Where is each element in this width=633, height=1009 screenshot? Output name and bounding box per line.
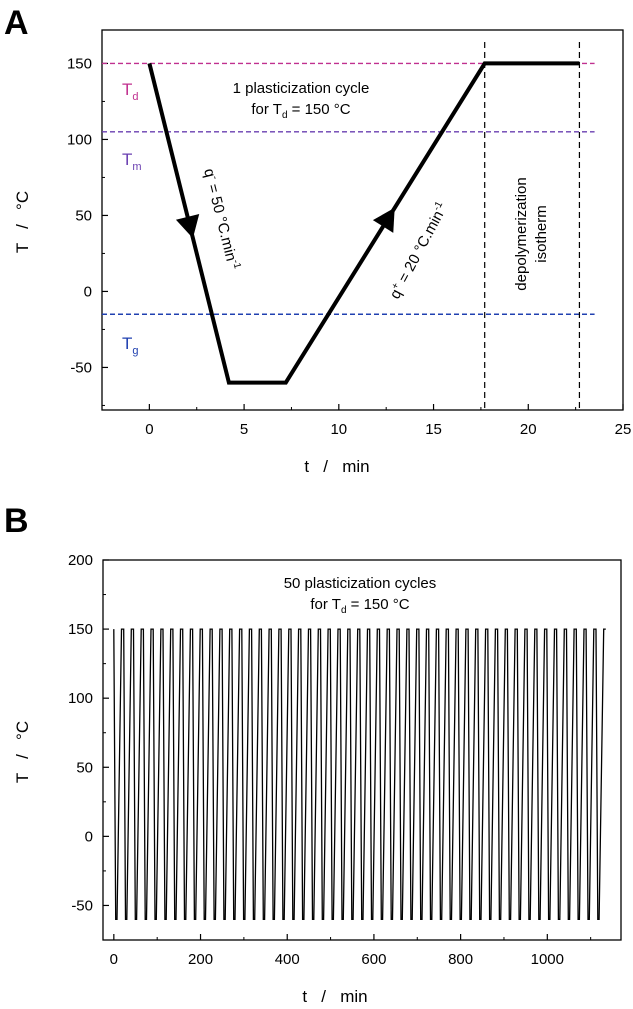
cooling-rate-label: q- = 50 °C.min-1 — [200, 167, 243, 272]
panel-a-x-tick-label: 0 — [145, 421, 153, 438]
panel-b-x-tick-label: 600 — [361, 951, 386, 968]
panel-b-x-tick-label: 200 — [188, 951, 213, 968]
panel-b-y-tick-label: 100 — [68, 690, 93, 707]
isotherm-label-line2: isotherm — [533, 205, 550, 263]
panel-b-x-tick-label: 800 — [448, 951, 473, 968]
panel-b-x-tick-label: 400 — [275, 951, 300, 968]
panel-b-x-tick-label: 1000 — [531, 951, 564, 968]
panel-b-x-axis-title: t / min — [302, 987, 367, 1006]
panel-b-y-tick-label: 0 — [85, 828, 93, 845]
panel-b-annotation-line1: 50 plasticization cycles — [284, 575, 437, 592]
heating-arrow — [372, 207, 395, 233]
panel-a-x-tick-label: 15 — [425, 421, 442, 438]
panel-b-temperature-trace — [113, 628, 606, 920]
tm-label: Tm — [122, 150, 142, 173]
panel-a-x-tick-label: 20 — [520, 421, 537, 438]
panel-a-y-tick-label: 0 — [84, 283, 92, 300]
panel-b-y-axis: -50 0 50 100 150 200 — [68, 552, 109, 914]
panel-a-x-axis-title: t / min — [304, 457, 369, 476]
panel-a-y-axis-title: T / °C — [13, 191, 32, 253]
td-label: Td — [122, 80, 139, 103]
panel-a: A 0 5 10 15 20 25 -50 0 50 100 150 t / min T / °C… — [4, 4, 631, 476]
panel-a-annotation-line2: for Td = 150 °C — [251, 101, 350, 121]
panel-b-x-tick-label: 0 — [110, 951, 118, 968]
heating-rate-label: q+ = 20 °C.min-1 — [386, 199, 452, 302]
panel-a-x-tick-label: 5 — [240, 421, 248, 438]
panel-b-letter: B — [4, 502, 29, 540]
panel-a-x-tick-label: 10 — [330, 421, 347, 438]
panel-a-y-tick-label: 150 — [67, 55, 92, 72]
panel-b-x-axis: 0 200 400 600 800 1000 — [110, 934, 592, 968]
panel-a-annotation-line1: 1 plasticization cycle — [233, 80, 370, 97]
panel-a-y-tick-label: 50 — [75, 207, 92, 224]
panel-b-annotation-line2: for Td = 150 °C — [310, 596, 409, 616]
panel-b-y-tick-label: -50 — [71, 897, 93, 914]
panel-b-y-axis-title: T / °C — [13, 721, 32, 783]
panel-a-y-tick-label: 100 — [67, 131, 92, 148]
isotherm-label-line1: depolymerization — [513, 177, 530, 290]
panel-b-y-tick-label: 50 — [76, 759, 93, 776]
panel-a-y-axis: -50 0 50 100 150 — [67, 55, 108, 406]
tg-label: Tg — [122, 334, 139, 357]
panel-b-y-tick-label: 200 — [68, 552, 93, 569]
panel-a-plot-frame — [101, 29, 624, 411]
panel-b: B 0 200 400 600 800 1000 -50 0 50 100 150 200 t / … — [4, 502, 622, 1006]
panel-b-plot-frame — [102, 559, 622, 941]
panel-b-y-tick-label: 150 — [68, 621, 93, 638]
panel-a-y-tick-label: -50 — [70, 359, 92, 376]
panel-a-x-tick-label: 25 — [615, 421, 632, 438]
panel-a-x-axis: 0 5 10 15 20 25 — [145, 404, 631, 438]
cooling-arrow — [175, 213, 200, 239]
panel-a-temperature-trace — [147, 61, 580, 385]
panel-a-letter: A — [4, 4, 29, 42]
